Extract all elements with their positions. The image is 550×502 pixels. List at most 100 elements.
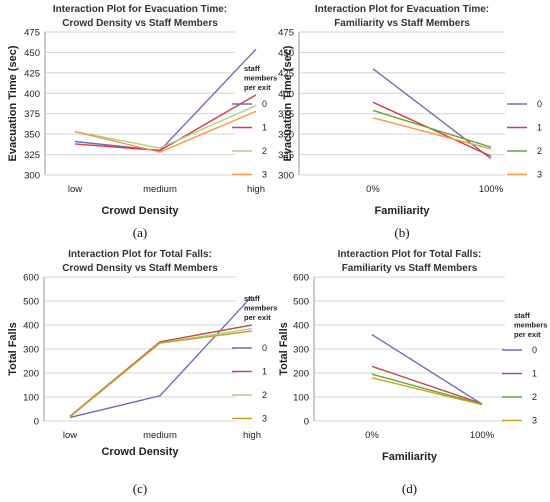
y-tick-label: 500 xyxy=(23,297,39,308)
y-tick-label: 400 xyxy=(23,321,39,332)
y-tick-label: 400 xyxy=(293,321,309,332)
chart-panel-1: 300 325 350 375 400 425 450 475 low medium high Int… xyxy=(7,4,277,240)
chart-title: Crowd Density vs Staff Members xyxy=(62,263,218,274)
x-tick-label: 0% xyxy=(366,184,380,195)
y-tick-label: 400 xyxy=(24,89,40,100)
series-line-2 xyxy=(372,109,492,148)
legend-label: 2 xyxy=(262,146,267,156)
x-tick-label: low xyxy=(63,430,77,441)
legend-title: members xyxy=(244,74,277,83)
series-line-3 xyxy=(69,330,253,418)
y-tick-label: 500 xyxy=(293,297,309,308)
x-tick-label: medium xyxy=(143,184,177,195)
y-axis-label: Total Falls xyxy=(7,322,19,376)
x-tick-label: high xyxy=(247,184,265,195)
legend-label: 1 xyxy=(532,369,537,379)
series-line-2 xyxy=(371,373,483,405)
y-tick-label: 475 xyxy=(278,28,294,39)
series-line-3 xyxy=(371,377,483,406)
x-axis-label: Familiarity xyxy=(382,451,438,463)
legend-title: staff xyxy=(244,64,260,73)
series-line-0 xyxy=(69,295,253,419)
legend-label: 3 xyxy=(262,170,267,180)
y-axis-label: Evacuation Time (sec) xyxy=(7,45,19,161)
chart-panel-4: 0 100 200 300 400 500 600 0% 100% Interaction Plo… xyxy=(278,249,547,496)
chart-panel-2: 300 325 350 375 400 425 450 475 0% 100% Interactio… xyxy=(278,4,542,240)
x-axis-label: Crowd Density xyxy=(101,205,179,217)
y-tick-label: 325 xyxy=(24,150,40,161)
panel-caption: (c) xyxy=(133,481,147,496)
legend-label: 2 xyxy=(537,146,542,156)
x-tick-label: 100% xyxy=(470,430,495,441)
y-tick-label: 0 xyxy=(34,417,39,428)
legend-label: 1 xyxy=(537,123,542,133)
x-tick-label: 0% xyxy=(365,430,379,441)
y-tick-label: 300 xyxy=(24,171,40,182)
series-line-1 xyxy=(69,324,253,417)
y-tick-label: 100 xyxy=(293,393,309,404)
chart-panel-3: 0 100 200 300 400 500 600 low medium high Interact… xyxy=(7,249,277,496)
legend-title: staff xyxy=(514,311,530,320)
panel-caption: (d) xyxy=(402,481,417,496)
y-tick-label: 400 xyxy=(278,89,294,100)
x-axis-label: Crowd Density xyxy=(101,446,179,458)
y-axis-label: Evacuation Time (sec) xyxy=(282,45,294,161)
y-tick-label: 425 xyxy=(278,68,294,79)
y-tick-label: 600 xyxy=(293,273,309,284)
legend-title: members xyxy=(244,304,277,313)
series-line-0 xyxy=(371,334,483,405)
y-tick-label: 200 xyxy=(293,369,309,380)
series-line-3 xyxy=(372,117,492,150)
y-tick-label: 350 xyxy=(278,130,294,141)
panel-caption: (b) xyxy=(394,225,409,240)
legend-label: 0 xyxy=(262,99,267,109)
legend-label: 3 xyxy=(262,414,267,424)
y-tick-label: 375 xyxy=(24,109,40,120)
y-tick-label: 0 xyxy=(304,417,309,428)
x-tick-label: medium xyxy=(143,430,177,441)
legend-title: per exit xyxy=(244,83,271,92)
legend-title: per exit xyxy=(244,313,271,322)
x-tick-label: 100% xyxy=(479,184,504,195)
legend-title: members xyxy=(514,321,547,330)
panel-caption: (a) xyxy=(133,225,147,240)
y-axis-label: Total Falls xyxy=(278,322,290,376)
y-tick-label: 325 xyxy=(278,150,294,161)
legend-label: 0 xyxy=(262,343,267,353)
y-tick-label: 300 xyxy=(278,171,294,182)
chart-title: Familiarity vs Staff Members xyxy=(334,18,470,29)
y-tick-label: 100 xyxy=(23,393,39,404)
chart-title: Interaction Plot for Evacuation Time: xyxy=(53,4,227,15)
x-axis-label: Familiarity xyxy=(374,205,430,217)
y-tick-label: 450 xyxy=(278,48,294,59)
y-tick-label: 450 xyxy=(24,48,40,59)
chart-title: Familiarity vs Staff Members xyxy=(342,263,478,274)
y-tick-label: 300 xyxy=(23,345,39,356)
y-tick-label: 300 xyxy=(293,345,309,356)
chart-title: Interaction Plot for Total Falls: xyxy=(68,249,212,260)
x-tick-label: low xyxy=(68,184,82,195)
legend-label: 1 xyxy=(262,123,267,133)
chart-title: Interaction Plot for Evacuation Time: xyxy=(315,4,489,15)
series-line-1 xyxy=(371,365,483,405)
y-tick-label: 425 xyxy=(24,68,40,79)
y-tick-label: 350 xyxy=(24,130,40,141)
legend-label: 0 xyxy=(532,345,537,355)
series-line-0 xyxy=(74,48,257,152)
y-tick-label: 600 xyxy=(23,273,39,284)
legend-label: 2 xyxy=(532,392,537,402)
legend-label: 3 xyxy=(537,170,542,180)
y-tick-label: 200 xyxy=(23,369,39,380)
legend-label: 1 xyxy=(262,367,267,377)
legend-label: 2 xyxy=(262,390,267,400)
y-tick-label: 375 xyxy=(278,109,294,120)
legend-label: 3 xyxy=(532,416,537,426)
chart-title: Crowd Density vs Staff Members xyxy=(62,18,218,29)
series-line-1 xyxy=(74,94,257,152)
series-line-2 xyxy=(74,104,257,149)
legend-title: per exit xyxy=(514,330,541,339)
legend-label: 0 xyxy=(537,99,542,109)
x-tick-label: high xyxy=(243,430,261,441)
series-line-3 xyxy=(74,110,257,153)
